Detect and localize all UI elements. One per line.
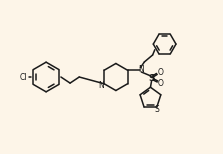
Text: N: N <box>99 81 104 90</box>
Text: Cl: Cl <box>19 73 27 81</box>
Text: O: O <box>158 79 164 88</box>
Text: O: O <box>158 68 164 77</box>
Text: N: N <box>138 65 144 74</box>
Text: S: S <box>154 105 159 114</box>
Text: S: S <box>148 74 155 83</box>
